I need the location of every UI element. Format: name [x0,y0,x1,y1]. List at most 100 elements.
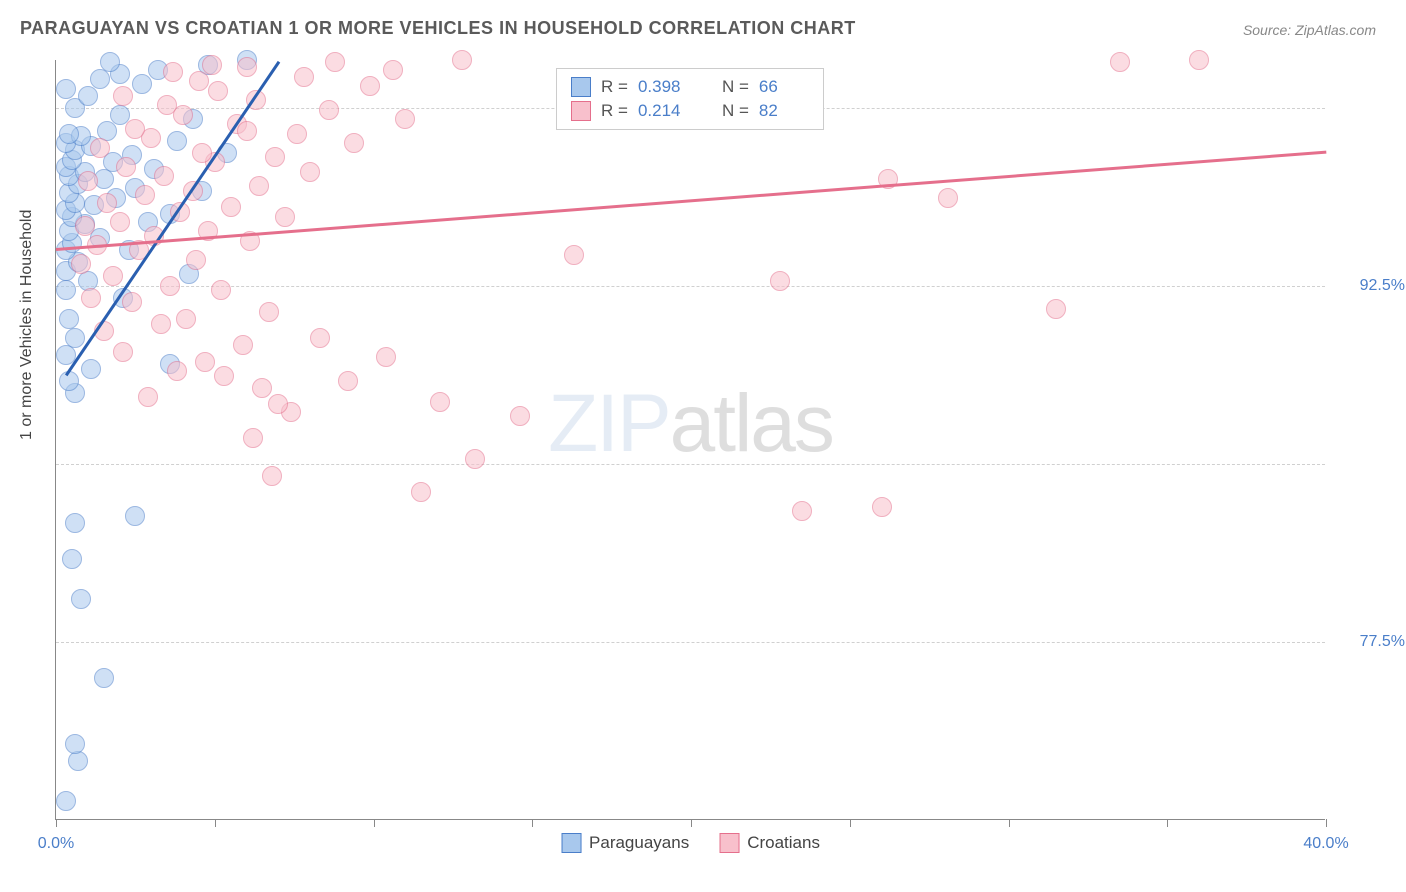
scatter-point [132,74,152,94]
scatter-point [59,371,79,391]
legend-item: Paraguayans [561,833,689,853]
scatter-point [90,138,110,158]
scatter-point [157,95,177,115]
scatter-point [214,366,234,386]
scatter-point [113,342,133,362]
scatter-point [97,193,117,213]
scatter-point [81,288,101,308]
scatter-point [71,589,91,609]
scatter-point [163,62,183,82]
scatter-point [75,216,95,236]
x-tick [691,819,692,827]
scatter-point [360,76,380,96]
scatter-point [294,67,314,87]
x-tick [1009,819,1010,827]
watermark: ZIPatlas [548,377,833,471]
x-tick [56,819,57,827]
grid-line [56,642,1325,643]
legend-swatch [561,833,581,853]
legend-stats-row: R =0.214N =82 [571,99,809,123]
scatter-point [275,207,295,227]
r-value: 0.398 [638,77,688,97]
x-tick [850,819,851,827]
r-label: R = [601,77,628,97]
scatter-point [383,60,403,80]
scatter-point [100,52,120,72]
legend-swatch [571,101,591,121]
r-label: R = [601,101,628,121]
scatter-point [189,71,209,91]
scatter-point [176,309,196,329]
scatter-point [249,176,269,196]
scatter-point [56,79,76,99]
scatter-point [202,55,222,75]
scatter-point [125,506,145,526]
scatter-point [252,378,272,398]
scatter-point [237,121,257,141]
scatter-point [237,57,257,77]
legend-label: Paraguayans [589,833,689,853]
scatter-point [81,359,101,379]
legend-stats-box: R =0.398N =66R =0.214N =82 [556,68,824,130]
scatter-point [268,394,288,414]
scatter-point [338,371,358,391]
x-tick-label: 40.0% [1303,835,1348,853]
scatter-point [319,100,339,120]
legend-swatch [719,833,739,853]
scatter-point [59,124,79,144]
scatter-point [1189,50,1209,70]
x-tick [215,819,216,827]
scatter-point [65,734,85,754]
scatter-point [135,185,155,205]
plot-area: ZIPatlas R =0.398N =66R =0.214N =82 Para… [55,60,1325,820]
scatter-point [59,309,79,329]
scatter-point [151,314,171,334]
scatter-point [344,133,364,153]
scatter-point [1046,299,1066,319]
scatter-point [564,245,584,265]
grid-line [56,464,1325,465]
grid-line [56,286,1325,287]
scatter-point [167,131,187,151]
bottom-legend: ParaguayansCroatians [561,833,820,853]
scatter-point [287,124,307,144]
scatter-point [113,86,133,106]
scatter-point [65,513,85,533]
scatter-point [221,197,241,217]
legend-swatch [571,77,591,97]
n-label: N = [722,77,749,97]
x-tick [1326,819,1327,827]
scatter-point [510,406,530,426]
x-tick-label: 0.0% [38,835,74,853]
scatter-point [233,335,253,355]
scatter-point [265,147,285,167]
scatter-point [310,328,330,348]
scatter-point [125,119,145,139]
scatter-point [211,280,231,300]
scatter-point [71,254,91,274]
scatter-point [138,387,158,407]
scatter-point [259,302,279,322]
scatter-point [78,86,98,106]
scatter-point [160,276,180,296]
watermark-thin: atlas [670,378,833,469]
scatter-point [94,668,114,688]
watermark-bold: ZIP [548,378,670,469]
scatter-point [430,392,450,412]
scatter-point [110,212,130,232]
r-value: 0.214 [638,101,688,121]
scatter-point [938,188,958,208]
scatter-point [243,428,263,448]
scatter-point [262,466,282,486]
n-value: 66 [759,77,809,97]
scatter-point [300,162,320,182]
legend-stats-row: R = 0.398 N = 66 [571,75,809,99]
scatter-point [792,501,812,521]
n-label: N = [722,101,749,121]
y-tick-label: 77.5% [1335,633,1405,651]
scatter-point [103,266,123,286]
scatter-point [116,157,136,177]
scatter-point [122,292,142,312]
scatter-point [192,143,212,163]
scatter-point [65,328,85,348]
